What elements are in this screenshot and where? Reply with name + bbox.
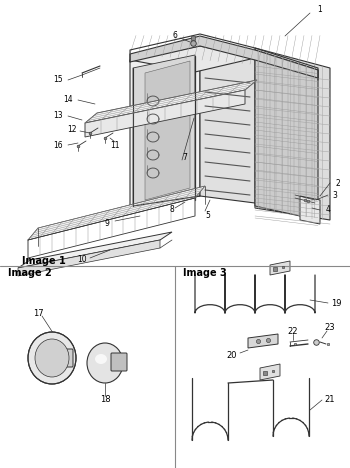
- Polygon shape: [300, 196, 320, 224]
- Polygon shape: [145, 61, 190, 200]
- Polygon shape: [18, 240, 160, 276]
- Text: 12: 12: [67, 125, 77, 134]
- Text: 23: 23: [325, 323, 335, 332]
- Text: 2: 2: [336, 178, 340, 188]
- Polygon shape: [255, 50, 318, 220]
- Polygon shape: [130, 46, 255, 72]
- Text: 13: 13: [53, 111, 63, 120]
- Text: 6: 6: [173, 31, 177, 41]
- Text: 8: 8: [170, 205, 174, 214]
- Text: 7: 7: [183, 154, 188, 162]
- Ellipse shape: [35, 339, 69, 377]
- Polygon shape: [200, 46, 255, 203]
- Text: Image 1: Image 1: [22, 256, 66, 266]
- Text: 3: 3: [332, 190, 337, 199]
- Text: 15: 15: [53, 75, 63, 85]
- Polygon shape: [255, 48, 330, 220]
- Polygon shape: [28, 186, 205, 240]
- Ellipse shape: [28, 332, 76, 384]
- Text: 17: 17: [33, 308, 43, 317]
- Polygon shape: [130, 46, 200, 210]
- Text: 14: 14: [63, 95, 73, 104]
- Polygon shape: [85, 80, 257, 123]
- Text: 19: 19: [331, 299, 341, 307]
- FancyBboxPatch shape: [111, 353, 127, 371]
- Text: 21: 21: [325, 395, 335, 404]
- Text: 16: 16: [53, 141, 63, 151]
- Text: Image 2: Image 2: [8, 268, 52, 278]
- Text: 5: 5: [205, 211, 210, 219]
- Polygon shape: [270, 261, 290, 275]
- Polygon shape: [130, 36, 318, 78]
- Text: 20: 20: [227, 351, 237, 359]
- FancyBboxPatch shape: [59, 349, 73, 367]
- Text: Image 3: Image 3: [183, 268, 227, 278]
- Polygon shape: [248, 334, 278, 348]
- Polygon shape: [18, 232, 172, 268]
- Text: 11: 11: [110, 140, 120, 149]
- Text: 9: 9: [105, 219, 110, 227]
- Polygon shape: [260, 364, 280, 380]
- Text: 10: 10: [77, 256, 87, 264]
- Text: 1: 1: [318, 6, 322, 15]
- Text: 4: 4: [326, 205, 330, 214]
- Polygon shape: [133, 55, 195, 206]
- Ellipse shape: [87, 343, 123, 383]
- Text: 18: 18: [100, 395, 110, 404]
- Polygon shape: [85, 90, 245, 137]
- Text: 22: 22: [288, 327, 298, 336]
- Ellipse shape: [95, 354, 107, 364]
